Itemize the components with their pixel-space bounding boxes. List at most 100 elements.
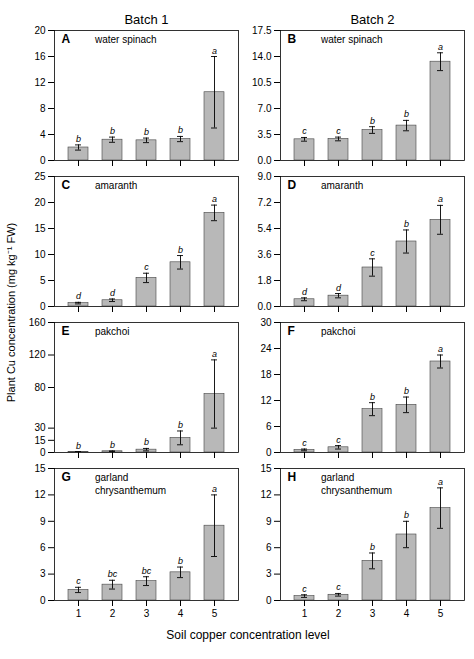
svg-text:c: c: [336, 582, 341, 592]
svg-text:c: c: [302, 126, 307, 136]
svg-text:1: 1: [76, 608, 82, 619]
svg-text:D: D: [288, 178, 297, 192]
svg-text:b: b: [404, 510, 409, 520]
svg-text:a: a: [212, 484, 217, 494]
svg-text:d: d: [110, 288, 116, 298]
svg-text:b: b: [370, 116, 375, 126]
svg-text:0: 0: [40, 301, 46, 312]
svg-text:b: b: [76, 134, 81, 144]
svg-text:b: b: [370, 392, 375, 402]
svg-text:d: d: [76, 291, 82, 301]
svg-text:1: 1: [302, 608, 308, 619]
svg-text:1.8: 1.8: [258, 275, 272, 286]
svg-text:4: 4: [40, 129, 46, 140]
svg-text:6: 6: [266, 421, 272, 432]
svg-text:30: 30: [260, 317, 272, 328]
svg-text:3: 3: [40, 568, 46, 579]
svg-text:10: 10: [34, 249, 46, 260]
svg-text:0.0: 0.0: [258, 301, 272, 312]
svg-text:b: b: [178, 420, 183, 430]
svg-text:chrysanthemum: chrysanthemum: [321, 485, 392, 496]
svg-text:d: d: [336, 283, 342, 293]
svg-text:c: c: [336, 126, 341, 136]
svg-text:14.0: 14.0: [252, 51, 272, 62]
svg-text:b: b: [110, 440, 115, 450]
svg-text:9: 9: [40, 516, 46, 527]
svg-text:15: 15: [34, 463, 46, 474]
svg-text:bc: bc: [108, 569, 118, 579]
svg-text:9: 9: [266, 516, 272, 527]
svg-text:0: 0: [40, 595, 46, 606]
svg-text:c: c: [302, 584, 307, 594]
svg-text:12: 12: [260, 395, 272, 406]
svg-text:garland: garland: [321, 472, 354, 483]
svg-text:3.5: 3.5: [258, 129, 272, 140]
svg-text:a: a: [438, 42, 443, 52]
svg-text:c: c: [370, 248, 375, 258]
svg-text:3: 3: [370, 608, 376, 619]
svg-text:24: 24: [260, 343, 272, 354]
svg-text:6: 6: [266, 542, 272, 553]
svg-text:12: 12: [260, 489, 272, 500]
svg-text:a: a: [438, 344, 443, 354]
svg-text:b: b: [76, 441, 81, 451]
svg-text:chrysanthemum: chrysanthemum: [95, 485, 166, 496]
svg-text:0: 0: [266, 595, 272, 606]
svg-text:water spinach: water spinach: [320, 34, 383, 45]
svg-text:c: c: [336, 435, 341, 445]
svg-text:15: 15: [34, 223, 46, 234]
svg-text:a: a: [212, 194, 217, 204]
svg-text:5: 5: [40, 275, 46, 286]
svg-text:a: a: [438, 194, 443, 204]
svg-text:c: c: [144, 262, 149, 272]
svg-text:amaranth: amaranth: [321, 180, 363, 191]
svg-text:a: a: [212, 46, 217, 56]
svg-text:0: 0: [40, 447, 46, 458]
svg-text:b: b: [178, 245, 183, 255]
svg-text:3: 3: [144, 608, 150, 619]
svg-text:20: 20: [34, 197, 46, 208]
svg-text:7.0: 7.0: [258, 103, 272, 114]
svg-text:9.0: 9.0: [258, 171, 272, 182]
svg-text:2: 2: [110, 608, 116, 619]
svg-text:b: b: [404, 109, 409, 119]
svg-text:5.4: 5.4: [258, 223, 272, 234]
svg-text:b: b: [404, 219, 409, 229]
svg-text:b: b: [178, 125, 183, 135]
svg-text:8: 8: [40, 103, 46, 114]
svg-text:17.5: 17.5: [252, 25, 272, 36]
svg-text:30: 30: [34, 422, 46, 433]
svg-text:4: 4: [178, 608, 184, 619]
svg-text:b: b: [144, 437, 149, 447]
svg-text:b: b: [370, 542, 375, 552]
svg-text:0.0: 0.0: [258, 155, 272, 166]
svg-text:160: 160: [29, 317, 46, 328]
svg-text:16: 16: [34, 51, 46, 62]
svg-text:12: 12: [34, 77, 46, 88]
svg-text:amaranth: amaranth: [95, 180, 137, 191]
svg-text:4: 4: [404, 608, 410, 619]
svg-text:bc: bc: [142, 566, 152, 576]
svg-text:80: 80: [34, 382, 46, 393]
svg-text:c: c: [302, 438, 307, 448]
svg-text:b: b: [178, 556, 183, 566]
svg-text:5: 5: [212, 608, 218, 619]
svg-text:a: a: [438, 477, 443, 487]
svg-text:B: B: [288, 32, 297, 46]
svg-text:F: F: [288, 324, 295, 338]
svg-text:d: d: [302, 287, 308, 297]
svg-text:3: 3: [266, 568, 272, 579]
svg-text:H: H: [288, 470, 297, 484]
svg-text:pakchoi: pakchoi: [95, 326, 129, 337]
svg-text:120: 120: [29, 349, 46, 360]
svg-text:E: E: [62, 324, 70, 338]
svg-text:Batch 2: Batch 2: [350, 12, 394, 27]
svg-text:C: C: [62, 178, 71, 192]
svg-text:b: b: [110, 126, 115, 136]
svg-text:10.5: 10.5: [252, 77, 272, 88]
svg-text:A: A: [62, 32, 71, 46]
svg-text:15: 15: [34, 435, 46, 446]
svg-text:25: 25: [34, 171, 46, 182]
svg-text:c: c: [76, 576, 81, 586]
svg-text:a: a: [212, 349, 217, 359]
